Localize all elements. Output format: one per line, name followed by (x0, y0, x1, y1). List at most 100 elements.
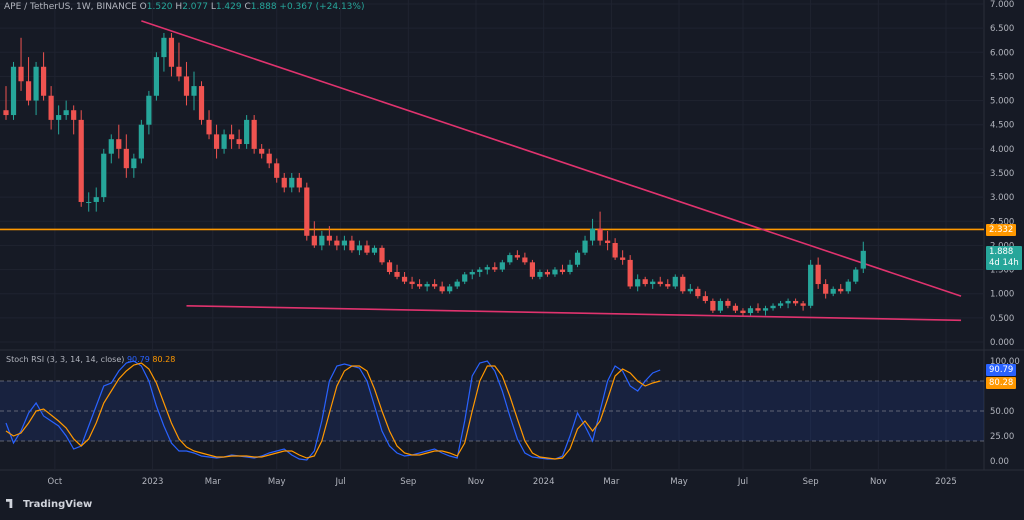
candle-body[interactable] (221, 134, 227, 149)
candle-body[interactable] (56, 115, 62, 120)
candle-body[interactable] (281, 177, 287, 188)
candle-body[interactable] (620, 257, 626, 260)
candle-body[interactable] (657, 281, 663, 285)
candle-body[interactable] (582, 240, 588, 253)
candle-body[interactable] (665, 284, 671, 287)
candle-body[interactable] (213, 134, 220, 149)
candle-body[interactable] (229, 134, 235, 140)
candle-body[interactable] (63, 110, 69, 116)
candle-body[interactable] (853, 269, 859, 282)
candle-body[interactable] (808, 264, 814, 306)
candle-body[interactable] (108, 139, 114, 154)
candle-body[interactable] (191, 86, 197, 96)
tradingview-brand[interactable]: TradingView (6, 499, 92, 510)
candle-body[interactable] (326, 235, 332, 241)
candle-body[interactable] (251, 119, 257, 149)
candle-body[interactable] (635, 279, 641, 287)
candle-body[interactable] (522, 257, 528, 263)
candle-body[interactable] (800, 303, 806, 306)
candle-body[interactable] (10, 66, 17, 116)
candle-body[interactable] (860, 250, 866, 269)
candle-body[interactable] (687, 288, 693, 292)
candle-body[interactable] (537, 271, 543, 277)
candle-body[interactable] (116, 139, 122, 149)
candle-body[interactable] (589, 228, 596, 241)
stoch-rsi-pane[interactable] (0, 360, 984, 461)
candle-body[interactable] (33, 66, 39, 101)
candle-body[interactable] (364, 245, 370, 253)
candle-body[interactable] (138, 124, 144, 159)
candle-body[interactable] (18, 66, 24, 82)
candle-body[interactable] (725, 300, 731, 306)
candle-body[interactable] (755, 308, 761, 311)
candle-body[interactable] (710, 300, 716, 311)
candle-body[interactable] (747, 308, 754, 314)
candle-body[interactable] (845, 281, 851, 292)
candle-body[interactable] (484, 267, 490, 270)
candle-body[interactable] (93, 197, 99, 202)
descending-trendline[interactable] (141, 20, 962, 297)
candle-body[interactable] (379, 247, 385, 263)
candle-body[interactable] (680, 276, 686, 292)
candle-body[interactable] (552, 269, 558, 275)
candle-body[interactable] (477, 269, 483, 272)
candle-body[interactable] (823, 284, 829, 294)
candle-body[interactable] (236, 139, 242, 145)
candle-body[interactable] (371, 247, 378, 253)
candle-body[interactable] (499, 262, 505, 270)
candle-body[interactable] (86, 201, 92, 203)
candle-body[interactable] (424, 284, 430, 287)
candle-body[interactable] (439, 286, 445, 292)
candle-body[interactable] (3, 110, 9, 116)
candle-body[interactable] (785, 300, 791, 304)
candle-body[interactable] (25, 81, 32, 101)
candle-body[interactable] (101, 153, 107, 198)
candle-body[interactable] (605, 240, 611, 244)
price-pane[interactable] (0, 20, 984, 322)
candle-body[interactable] (462, 274, 468, 282)
candle-body[interactable] (650, 281, 656, 285)
candle-body[interactable] (409, 281, 415, 285)
candle-body[interactable] (259, 148, 265, 154)
candle-body[interactable] (123, 148, 129, 169)
candle-body[interactable] (793, 300, 799, 304)
candle-body[interactable] (597, 228, 603, 241)
candle-body[interactable] (48, 95, 54, 120)
symbol-title[interactable]: APE / TetherUS, 1W, BINANCE (4, 2, 137, 12)
candle-body[interactable] (492, 267, 498, 270)
candle-body[interactable] (319, 235, 325, 246)
candle-body[interactable] (559, 269, 566, 272)
candle-body[interactable] (432, 284, 438, 287)
candle-body[interactable] (830, 288, 836, 294)
candle-body[interactable] (183, 76, 190, 96)
candle-body[interactable] (762, 308, 769, 311)
candle-body[interactable] (334, 240, 340, 246)
candle-body[interactable] (274, 163, 280, 178)
candle-body[interactable] (838, 288, 844, 292)
candle-body[interactable] (304, 187, 310, 236)
candle-body[interactable] (349, 240, 355, 251)
candle-body[interactable] (356, 245, 363, 251)
candle-body[interactable] (514, 255, 520, 258)
candle-body[interactable] (41, 66, 47, 96)
candle-body[interactable] (244, 119, 250, 145)
candle-body[interactable] (695, 288, 701, 297)
candle-body[interactable] (627, 259, 633, 287)
candle-body[interactable] (206, 119, 212, 135)
stoch-d-line[interactable] (5, 362, 661, 460)
candle-body[interactable] (544, 271, 551, 275)
candle-body[interactable] (168, 37, 175, 67)
candle-body[interactable] (153, 57, 159, 96)
candle-body[interactable] (78, 119, 84, 202)
candle-body[interactable] (507, 255, 513, 263)
candle-body[interactable] (567, 264, 573, 272)
candle-body[interactable] (612, 243, 618, 258)
candle-body[interactable] (447, 286, 453, 292)
candle-body[interactable] (777, 303, 784, 306)
candle-body[interactable] (311, 235, 317, 246)
candle-body[interactable] (131, 158, 137, 169)
candle-body[interactable] (198, 86, 205, 120)
candle-body[interactable] (417, 284, 423, 287)
candle-body[interactable] (266, 153, 272, 164)
